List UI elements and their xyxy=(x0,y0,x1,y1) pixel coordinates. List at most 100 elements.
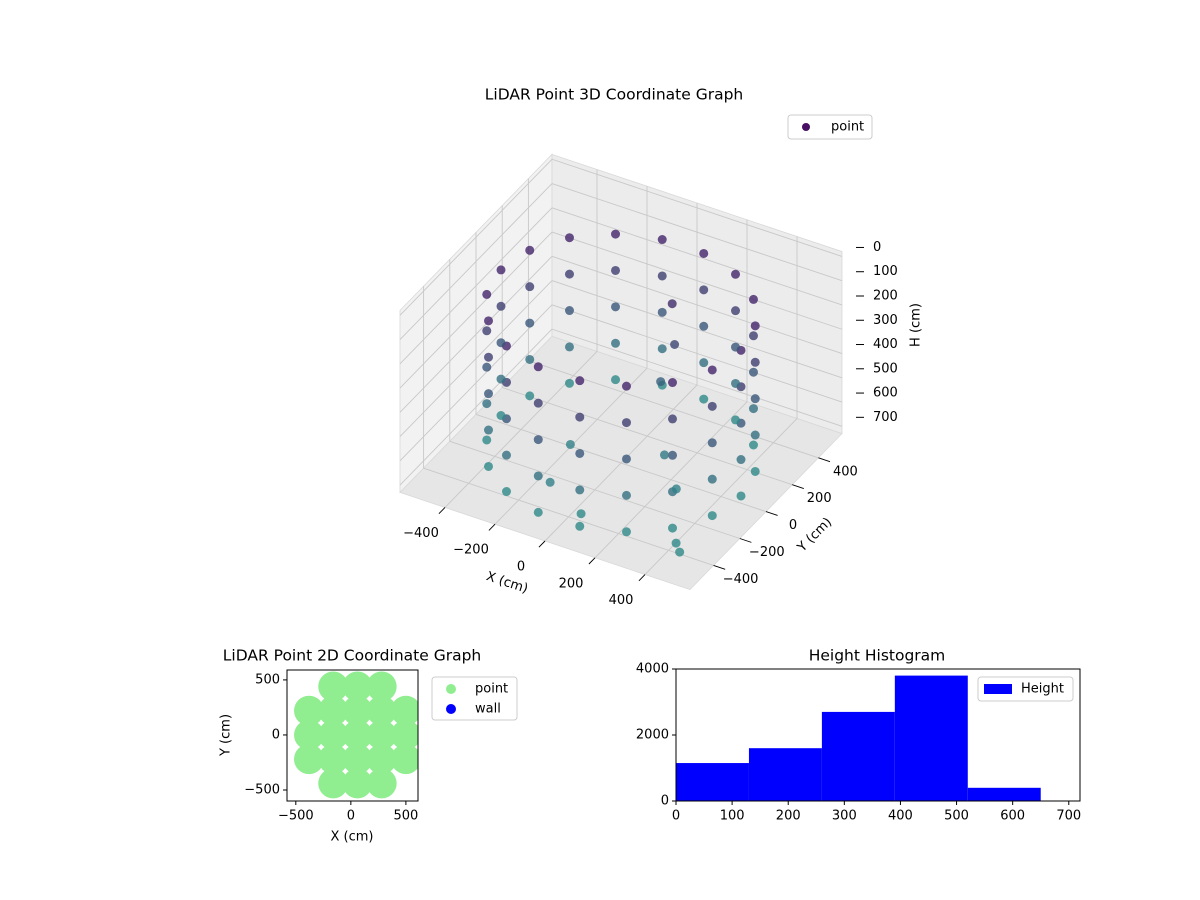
z-tick-label: 400 xyxy=(873,337,898,352)
point xyxy=(484,389,494,399)
chart-title: LiDAR Point 2D Coordinate Graph xyxy=(223,647,481,665)
point xyxy=(707,365,717,375)
point xyxy=(366,695,397,726)
point xyxy=(496,410,506,420)
x-axis-label: X (cm) xyxy=(331,830,374,845)
point xyxy=(482,435,492,445)
point xyxy=(533,507,543,517)
legend-marker xyxy=(984,684,1012,694)
point xyxy=(342,768,373,799)
point xyxy=(564,306,574,316)
point xyxy=(318,744,349,775)
x-tick-label: 200 xyxy=(559,576,584,591)
point xyxy=(545,477,555,487)
legend-marker xyxy=(802,123,810,131)
plot-area xyxy=(294,671,418,799)
point xyxy=(575,521,585,531)
x-tick-label: 700 xyxy=(1056,809,1081,824)
point xyxy=(564,269,574,279)
point xyxy=(731,415,741,425)
point xyxy=(484,425,494,435)
grid-line xyxy=(528,360,819,459)
x-tick-label: 0 xyxy=(672,809,680,824)
point xyxy=(611,229,621,239)
y-tick xyxy=(792,484,804,490)
axes-frame xyxy=(286,669,419,802)
point xyxy=(736,455,746,465)
point xyxy=(525,354,535,364)
point xyxy=(501,487,511,497)
point xyxy=(671,538,681,548)
point xyxy=(668,523,678,533)
x-tick-label: 400 xyxy=(609,593,634,608)
point xyxy=(750,394,760,404)
y-tick-label: 2000 xyxy=(636,728,669,743)
point xyxy=(390,695,418,726)
point xyxy=(657,235,667,245)
point xyxy=(667,299,677,309)
point xyxy=(342,744,373,775)
y-tick xyxy=(739,538,752,543)
point xyxy=(699,248,709,258)
point xyxy=(675,547,685,557)
point xyxy=(621,381,631,391)
point xyxy=(342,671,373,702)
legend-marker xyxy=(446,684,456,694)
point xyxy=(482,326,492,336)
x-tick-label: −200 xyxy=(453,543,489,558)
point xyxy=(564,378,574,388)
bar xyxy=(894,675,968,801)
point xyxy=(482,362,492,372)
point xyxy=(750,357,760,367)
x-tick-label: −400 xyxy=(403,526,439,541)
y-axis-label: Y (cm) xyxy=(794,515,835,556)
grid-line xyxy=(399,256,553,413)
point xyxy=(366,768,397,799)
point xyxy=(484,316,494,326)
point xyxy=(482,399,492,409)
point xyxy=(318,671,349,702)
legend-label: point xyxy=(475,682,508,697)
z-tick-label: 500 xyxy=(873,361,898,376)
chart-title: Height Histogram xyxy=(809,647,946,665)
x-tick xyxy=(538,540,546,548)
point xyxy=(565,439,575,449)
point xyxy=(748,404,758,414)
point xyxy=(533,398,543,408)
point xyxy=(484,461,494,471)
point xyxy=(656,377,666,387)
z-tick-label: 200 xyxy=(873,288,898,303)
point xyxy=(342,695,373,726)
bar xyxy=(967,787,1041,801)
x-tick xyxy=(488,523,496,531)
point xyxy=(525,391,535,401)
point xyxy=(525,245,535,255)
point xyxy=(318,719,349,750)
point xyxy=(707,474,717,484)
y-tick-label: −200 xyxy=(749,545,785,560)
y-tick-label: 0 xyxy=(661,794,669,809)
grid-line xyxy=(399,304,553,462)
point xyxy=(670,340,680,350)
point xyxy=(699,358,709,368)
grid-line xyxy=(551,207,843,306)
grid-line xyxy=(551,280,843,379)
bar xyxy=(821,711,895,801)
point xyxy=(668,450,678,460)
x-tick-label: 300 xyxy=(832,809,857,824)
z-tick-label: 0 xyxy=(873,240,881,255)
y-tick-label: 400 xyxy=(833,464,858,479)
point xyxy=(525,282,535,292)
point xyxy=(657,344,667,354)
x-tick xyxy=(588,557,596,565)
point xyxy=(707,511,717,521)
z-axis-label: H (cm) xyxy=(909,303,924,347)
point xyxy=(575,412,585,422)
grid-line xyxy=(399,158,553,316)
point xyxy=(731,378,741,388)
x-tick-label: 0 xyxy=(347,809,355,824)
y-tick-label: −500 xyxy=(244,782,280,797)
z-tick-label: 600 xyxy=(873,386,898,401)
x-tick-label: 400 xyxy=(888,809,913,824)
